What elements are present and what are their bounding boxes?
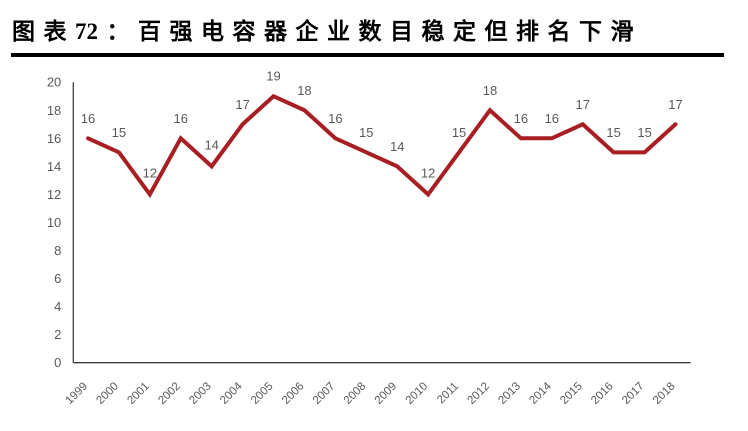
- svg-text:10: 10: [47, 215, 61, 230]
- svg-text:14: 14: [390, 139, 404, 154]
- svg-text:18: 18: [483, 83, 497, 98]
- svg-text:2003: 2003: [187, 380, 214, 407]
- svg-text:2007: 2007: [311, 380, 338, 407]
- svg-text:2005: 2005: [249, 380, 276, 407]
- svg-text:2008: 2008: [342, 380, 369, 407]
- svg-text:2014: 2014: [527, 380, 554, 407]
- svg-text:0: 0: [54, 355, 61, 370]
- svg-text:14: 14: [204, 137, 218, 152]
- svg-text:17: 17: [576, 97, 590, 112]
- svg-text:2011: 2011: [435, 380, 461, 406]
- svg-text:2010: 2010: [404, 380, 431, 407]
- svg-text:15: 15: [637, 125, 651, 140]
- svg-text:16: 16: [545, 111, 559, 126]
- svg-text:16: 16: [174, 111, 188, 126]
- svg-text:15: 15: [112, 125, 126, 140]
- svg-text:4: 4: [54, 299, 61, 314]
- svg-text:16: 16: [81, 111, 95, 126]
- svg-text:18: 18: [297, 83, 311, 98]
- svg-text:16: 16: [47, 131, 61, 146]
- svg-text:19: 19: [266, 69, 280, 84]
- svg-text:2013: 2013: [496, 380, 523, 407]
- svg-text:2017: 2017: [620, 380, 647, 407]
- svg-text:2002: 2002: [156, 380, 183, 407]
- svg-text:2001: 2001: [125, 380, 152, 407]
- svg-text:12: 12: [143, 165, 157, 180]
- svg-text:12: 12: [421, 165, 435, 180]
- svg-text:20: 20: [47, 75, 61, 90]
- svg-text:2009: 2009: [373, 380, 400, 407]
- svg-text:2016: 2016: [589, 380, 616, 407]
- svg-text:15: 15: [606, 125, 620, 140]
- svg-text:12: 12: [47, 187, 61, 202]
- svg-text:2004: 2004: [218, 380, 245, 407]
- svg-text:2015: 2015: [558, 380, 585, 407]
- svg-text:14: 14: [47, 159, 61, 174]
- svg-text:8: 8: [54, 243, 61, 258]
- svg-text:2012: 2012: [466, 380, 493, 407]
- svg-text:15: 15: [359, 125, 373, 140]
- svg-text:2006: 2006: [280, 380, 307, 407]
- svg-text:2000: 2000: [94, 380, 121, 407]
- svg-text:18: 18: [47, 103, 61, 118]
- svg-text:16: 16: [514, 111, 528, 126]
- svg-text:15: 15: [452, 125, 466, 140]
- svg-text:6: 6: [54, 271, 61, 286]
- svg-text:16: 16: [328, 111, 342, 126]
- svg-text:1999: 1999: [64, 380, 91, 407]
- svg-text:17: 17: [668, 97, 682, 112]
- svg-text:2: 2: [54, 327, 61, 342]
- svg-text:2018: 2018: [651, 380, 678, 407]
- svg-text:17: 17: [235, 97, 249, 112]
